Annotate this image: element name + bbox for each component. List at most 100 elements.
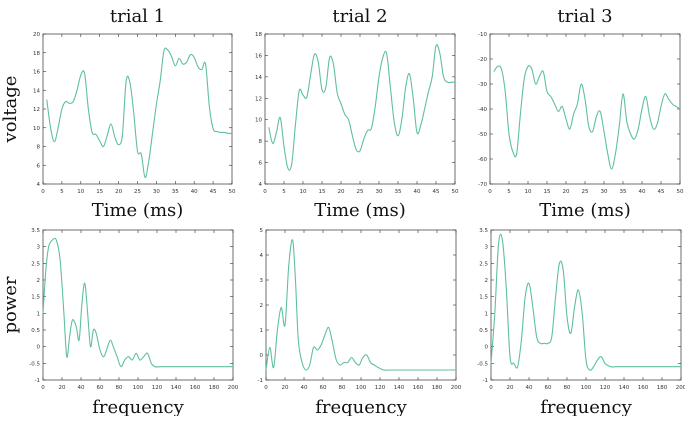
y-tick-label: -1 bbox=[35, 378, 40, 384]
y-tick-label: 5 bbox=[260, 228, 264, 234]
y-tick-label: 1 bbox=[260, 328, 264, 334]
x-tick-label: 120 bbox=[600, 385, 611, 391]
x-tick-label: 100 bbox=[356, 385, 367, 391]
x-tick-label: 100 bbox=[581, 385, 592, 391]
x-tick-label: 140 bbox=[619, 385, 630, 391]
x-tick-label: 40 bbox=[301, 385, 308, 391]
x-tick-label: 25 bbox=[357, 189, 364, 195]
y-tick-label: 16 bbox=[255, 53, 262, 59]
y-tick-label: 20 bbox=[33, 32, 40, 38]
subplot-title: trial 3 bbox=[557, 6, 612, 27]
y-tick-label: -1 bbox=[258, 378, 263, 384]
series-line-1 bbox=[493, 65, 681, 170]
y-tick-label: 8 bbox=[259, 139, 263, 145]
x-tick-label: 100 bbox=[133, 385, 144, 391]
x-tick-label: 0 bbox=[264, 385, 268, 391]
x-tick-label: 40 bbox=[414, 189, 421, 195]
y-tick-label: 2 bbox=[485, 278, 489, 284]
x-axis-label: Time (ms) bbox=[314, 200, 406, 221]
x-tick-label: 30 bbox=[376, 189, 383, 195]
y-tick-label: 12 bbox=[255, 96, 262, 102]
x-tick-label: 5 bbox=[282, 189, 286, 195]
x-tick-label: 80 bbox=[339, 385, 346, 391]
y-tick-label: 0 bbox=[37, 345, 41, 351]
x-tick-label: 20 bbox=[338, 189, 345, 195]
subplot-title: trial 2 bbox=[332, 6, 387, 27]
x-tick-label: 160 bbox=[638, 385, 649, 391]
x-tick-label: 45 bbox=[658, 189, 665, 195]
subplot-title: trial 1 bbox=[110, 6, 165, 27]
x-tick-label: 180 bbox=[209, 385, 220, 391]
x-tick-label: 80 bbox=[116, 385, 123, 391]
y-tick-label: 10 bbox=[255, 118, 262, 124]
y-tick-label: -30 bbox=[478, 82, 487, 88]
x-tick-label: 50 bbox=[452, 189, 459, 195]
x-tick-label: 0 bbox=[263, 189, 267, 195]
plot-frame bbox=[264, 33, 456, 185]
y-tick-label: 4 bbox=[259, 182, 263, 188]
y-tick-label: -10 bbox=[478, 32, 487, 38]
plot-frame bbox=[265, 229, 457, 381]
x-axis-label: Time (ms) bbox=[92, 200, 184, 221]
y-tick-label: -40 bbox=[478, 107, 487, 113]
y-tick-label: 18 bbox=[255, 32, 262, 38]
y-axis-label: voltage bbox=[0, 76, 21, 144]
y-tick-label: 18 bbox=[33, 51, 40, 57]
x-tick-label: 5 bbox=[60, 189, 64, 195]
x-tick-label: 10 bbox=[77, 189, 84, 195]
x-tick-label: 5 bbox=[507, 189, 511, 195]
y-tick-label: 1 bbox=[485, 311, 489, 317]
x-tick-label: 40 bbox=[639, 189, 646, 195]
y-tick-label: -50 bbox=[478, 132, 487, 138]
series-line-1 bbox=[490, 233, 681, 371]
x-tick-label: 10 bbox=[525, 189, 532, 195]
x-tick-label: 180 bbox=[657, 385, 668, 391]
x-tick-label: 15 bbox=[96, 189, 103, 195]
x-tick-label: 30 bbox=[601, 189, 608, 195]
y-tick-label: 2.5 bbox=[31, 261, 40, 267]
y-tick-label: 0.5 bbox=[31, 328, 40, 334]
x-tick-label: 180 bbox=[432, 385, 443, 391]
y-tick-label: 0 bbox=[485, 345, 489, 351]
x-axis-label: frequency bbox=[92, 397, 184, 416]
x-tick-label: 20 bbox=[59, 385, 66, 391]
y-tick-label: -60 bbox=[478, 157, 487, 163]
x-tick-label: 0 bbox=[489, 385, 493, 391]
series-line-1 bbox=[268, 44, 455, 171]
subplot-1: 0 5 10 15 20 25 30 35 40 45 50 4 6 8 10 12 14 16 18 20 trial… bbox=[0, 6, 236, 221]
y-axis-label: power bbox=[0, 276, 21, 333]
x-tick-label: 25 bbox=[134, 189, 141, 195]
y-tick-label: 3 bbox=[260, 278, 264, 284]
series-line-1 bbox=[42, 237, 233, 368]
x-tick-label: 50 bbox=[677, 189, 684, 195]
x-tick-label: 45 bbox=[433, 189, 440, 195]
x-tick-label: 120 bbox=[152, 385, 163, 391]
x-tick-label: 120 bbox=[375, 385, 386, 391]
x-tick-label: 200 bbox=[228, 385, 239, 391]
x-tick-label: 35 bbox=[395, 189, 402, 195]
x-tick-label: 60 bbox=[320, 385, 327, 391]
subplot-3: 0 5 10 15 20 25 30 35 40 45 50 -70 -60 -50 -40 -30 -20 -1… bbox=[478, 6, 684, 221]
y-tick-label: 16 bbox=[33, 70, 40, 76]
y-tick-label: 8 bbox=[37, 145, 41, 151]
x-tick-label: 140 bbox=[394, 385, 405, 391]
x-tick-label: 15 bbox=[319, 189, 326, 195]
x-tick-label: 10 bbox=[300, 189, 307, 195]
x-tick-label: 40 bbox=[78, 385, 85, 391]
x-axis-label: Time (ms) bbox=[539, 200, 631, 221]
x-tick-label: 20 bbox=[563, 189, 570, 195]
x-tick-label: 20 bbox=[507, 385, 514, 391]
x-tick-label: 0 bbox=[41, 189, 45, 195]
x-tick-label: 0 bbox=[488, 189, 492, 195]
y-tick-label: 3 bbox=[485, 245, 489, 251]
y-tick-label: 1.5 bbox=[479, 295, 488, 301]
y-tick-label: 1 bbox=[37, 311, 41, 317]
subplot-2: 0 5 10 15 20 25 30 35 40 45 50 4 6 8 10 12 14 16 18 trial 2… bbox=[255, 6, 459, 221]
y-tick-label: 3 bbox=[37, 245, 41, 251]
x-tick-label: 80 bbox=[564, 385, 571, 391]
x-tick-label: 0 bbox=[41, 385, 45, 391]
x-tick-label: 160 bbox=[190, 385, 201, 391]
x-tick-label: 15 bbox=[544, 189, 551, 195]
series-line-1 bbox=[46, 47, 233, 178]
